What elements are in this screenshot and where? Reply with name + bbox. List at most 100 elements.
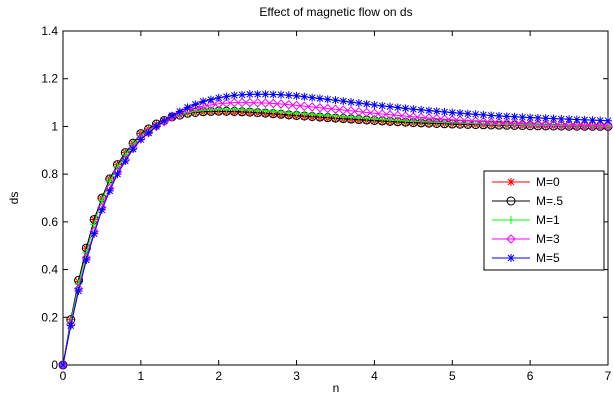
data-point bbox=[548, 119, 559, 130]
data-point bbox=[214, 99, 224, 109]
data-point bbox=[152, 122, 161, 131]
data-point bbox=[354, 106, 364, 117]
data-point bbox=[378, 115, 387, 124]
data-point bbox=[206, 100, 216, 110]
data-point bbox=[417, 105, 426, 114]
legend-label: M=0 bbox=[536, 175, 560, 189]
data-point bbox=[361, 107, 372, 118]
data-point bbox=[580, 115, 589, 124]
data-point bbox=[393, 103, 402, 112]
data-point bbox=[502, 112, 511, 121]
data-point bbox=[565, 115, 574, 124]
data-point bbox=[518, 113, 527, 122]
x-axis-label: n bbox=[333, 381, 340, 395]
data-point bbox=[541, 114, 550, 123]
data-point bbox=[439, 114, 450, 124]
data-point bbox=[447, 115, 457, 125]
data-point bbox=[183, 103, 192, 112]
data-point bbox=[269, 107, 278, 116]
data-point bbox=[199, 97, 208, 106]
data-point bbox=[136, 135, 145, 144]
data-point bbox=[230, 91, 239, 100]
data-point bbox=[323, 103, 333, 114]
data-point bbox=[121, 157, 130, 166]
data-point bbox=[564, 120, 574, 130]
data-point bbox=[261, 90, 270, 99]
y-tick-label: 0.4 bbox=[41, 263, 58, 277]
data-point bbox=[82, 256, 91, 265]
x-tick-label: 7 bbox=[605, 369, 612, 383]
data-point bbox=[214, 105, 223, 114]
data-point bbox=[331, 96, 340, 105]
data-point bbox=[486, 117, 496, 127]
data-point bbox=[339, 97, 348, 106]
data-point bbox=[432, 113, 442, 124]
data-point bbox=[588, 116, 597, 125]
data-point bbox=[378, 101, 387, 110]
data-point bbox=[471, 110, 480, 119]
data-point bbox=[572, 120, 582, 130]
data-point bbox=[393, 110, 403, 121]
data-point bbox=[362, 114, 371, 123]
legend-marker bbox=[506, 196, 516, 206]
data-point bbox=[509, 118, 520, 128]
legend-label: M=5 bbox=[536, 251, 560, 265]
data-point bbox=[291, 100, 302, 111]
data-point bbox=[370, 100, 379, 109]
data-point bbox=[245, 97, 255, 108]
data-point bbox=[495, 111, 503, 120]
data-point bbox=[362, 100, 371, 109]
y-axis-label: ds bbox=[7, 192, 21, 205]
data-point bbox=[572, 115, 581, 124]
data-point bbox=[393, 116, 402, 125]
data-point bbox=[253, 106, 262, 115]
data-point bbox=[579, 120, 590, 130]
data-point bbox=[74, 287, 83, 296]
data-point bbox=[105, 186, 114, 195]
data-point bbox=[347, 98, 356, 107]
data-point bbox=[66, 321, 75, 330]
data-point bbox=[284, 91, 293, 100]
data-point bbox=[377, 109, 387, 119]
data-point bbox=[549, 114, 558, 123]
data-point bbox=[416, 112, 426, 123]
data-point bbox=[144, 128, 153, 137]
legend-marker bbox=[507, 254, 515, 262]
data-point bbox=[206, 105, 215, 114]
data-point bbox=[455, 115, 465, 125]
legend-marker bbox=[507, 216, 515, 224]
legend-label: M=3 bbox=[536, 232, 560, 246]
data-point bbox=[277, 107, 285, 116]
data-point bbox=[479, 110, 488, 119]
legend-label: M=1 bbox=[536, 213, 560, 227]
y-tick-label: 0.2 bbox=[41, 310, 58, 324]
data-point bbox=[541, 119, 551, 129]
legend-marker bbox=[507, 178, 515, 186]
data-point bbox=[478, 116, 489, 127]
data-point bbox=[386, 102, 394, 111]
data-point bbox=[400, 111, 411, 121]
data-point bbox=[300, 92, 309, 101]
y-tick-label: 1 bbox=[51, 119, 58, 133]
data-point bbox=[323, 95, 332, 104]
data-point bbox=[261, 106, 270, 115]
data-point bbox=[252, 98, 263, 108]
data-point bbox=[237, 97, 247, 108]
data-point bbox=[284, 108, 293, 117]
data-point bbox=[268, 98, 278, 109]
data-point bbox=[369, 108, 380, 119]
data-point bbox=[432, 107, 441, 116]
chart-title: Effect of magnetic flow on ds bbox=[259, 5, 412, 19]
data-point bbox=[292, 91, 301, 100]
data-point bbox=[214, 93, 223, 102]
legend-marker bbox=[506, 234, 516, 244]
data-point bbox=[510, 112, 519, 121]
x-tick-label: 0 bbox=[60, 369, 67, 383]
data-point bbox=[338, 105, 348, 115]
data-point bbox=[463, 115, 473, 126]
y-tick-label: 1.4 bbox=[41, 24, 58, 38]
data-point bbox=[424, 113, 434, 123]
y-tick-label: 0.6 bbox=[41, 215, 58, 229]
